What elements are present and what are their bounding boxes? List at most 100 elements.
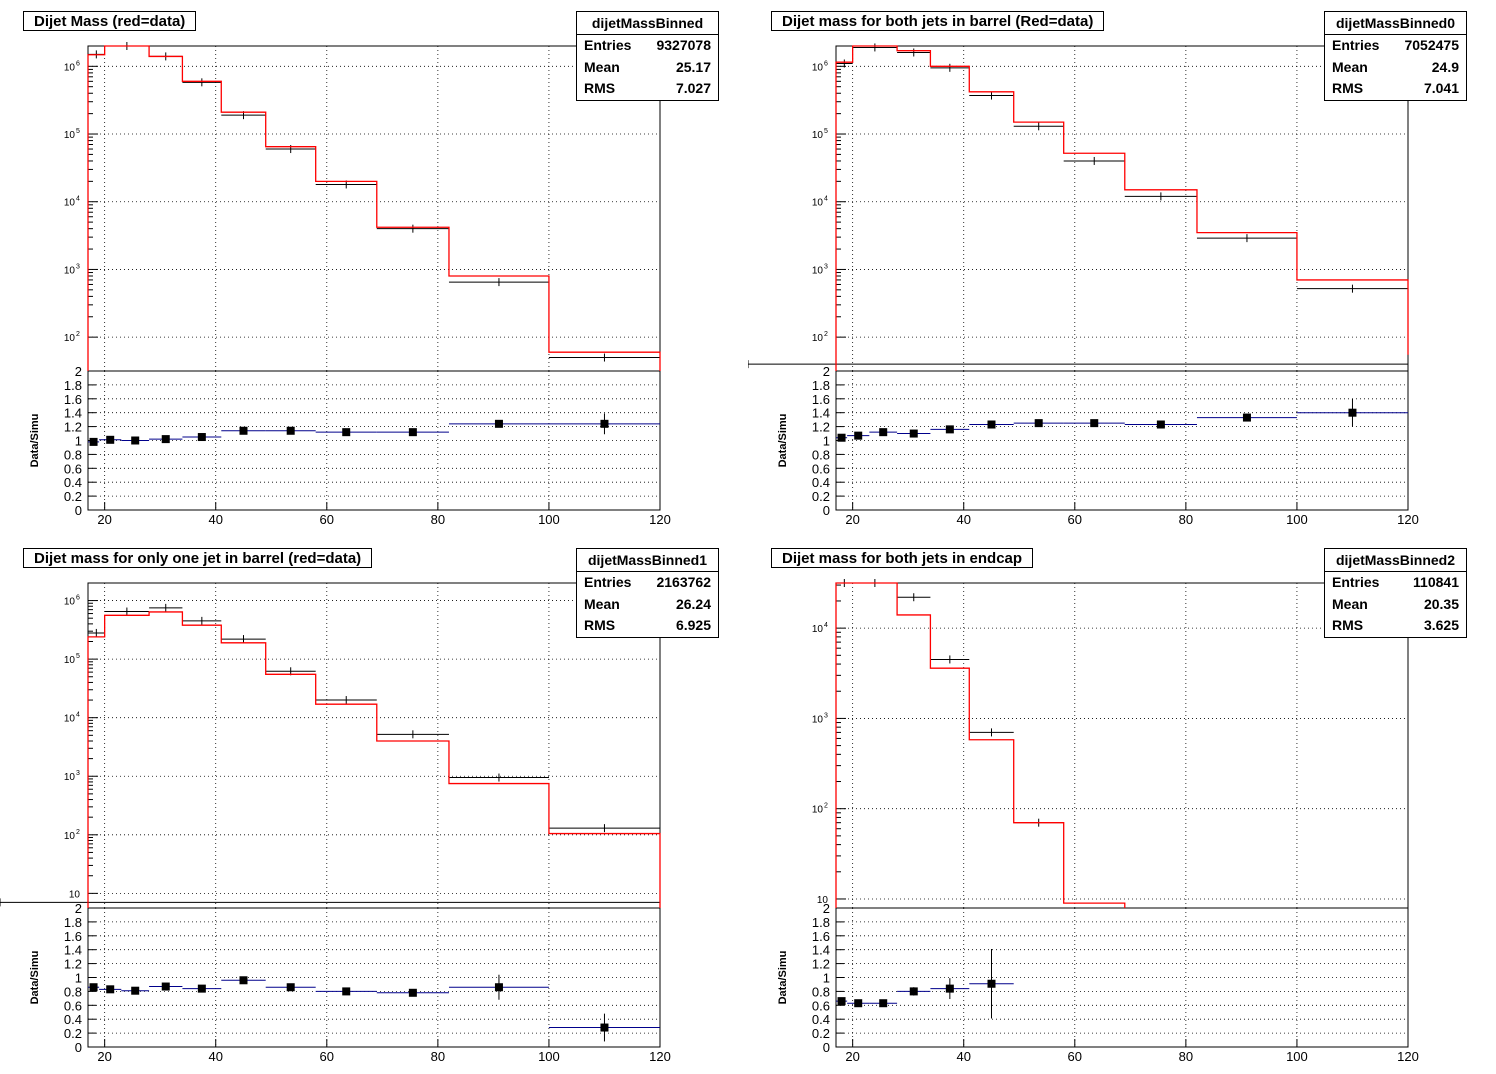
ratio-y-tick-label: 2 (75, 901, 82, 916)
stats-name: dijetMassBinned2 (1325, 549, 1466, 572)
stats-mean-label: Mean (1332, 595, 1368, 612)
ratio-plot-frame (87, 370, 661, 511)
ratio-y-tick-label: 1.6 (64, 929, 82, 944)
main-y-tick-label: 10 (812, 714, 824, 725)
main-y-tick-exponent: 2 (76, 331, 80, 338)
stats-entries-value: 7052475 (1404, 37, 1459, 53)
ratio-point (854, 431, 863, 440)
ratio-y-tick-label: 1.6 (812, 929, 830, 944)
stats-mean-row: Mean 24.9 (1325, 57, 1466, 79)
ratio-y-tick-label: 1.2 (64, 420, 82, 435)
ratio-point (1034, 419, 1043, 428)
ratio-y-tick-label: 1 (75, 971, 82, 986)
chart-title: Dijet mass for only one jet in barrel (r… (23, 548, 373, 568)
data-histogram-line (835, 582, 1126, 908)
ratio-y-tick-label: 0.4 (64, 1012, 82, 1027)
ratio-y-tick-label: 0.4 (812, 475, 830, 490)
x-tick-label: 20 (845, 512, 859, 527)
main-y-tick-label: 10 (64, 62, 76, 73)
ratio-point (131, 986, 140, 995)
x-tick-label: 40 (956, 1049, 970, 1064)
ratio-point (494, 419, 503, 428)
stats-rms-label: RMS (1332, 80, 1364, 96)
ratio-y-tick-label: 0.6 (812, 998, 830, 1013)
x-tick-label: 40 (208, 512, 222, 527)
data-histogram-line (87, 45, 661, 371)
stats-entries-label: Entries (1332, 37, 1380, 53)
stats-entries-value: 9327078 (656, 37, 711, 53)
stats-name: dijetMassBinned (577, 12, 718, 35)
stats-name: dijetMassBinned0 (1325, 12, 1466, 35)
ratio-point (945, 425, 954, 434)
ratio-y-tick-label: 0.8 (64, 984, 82, 999)
stats-rms-row: RMS 7.027 (577, 78, 718, 100)
ratio-point (106, 435, 115, 444)
main-y-tick-exponent: 3 (76, 263, 80, 270)
ratio-y-tick-label: 1.6 (64, 392, 82, 407)
stats-box: dijetMassBinned Entries 9327078 Mean 25.17… (576, 11, 719, 101)
main-y-tick-exponent: 2 (824, 803, 828, 810)
main-y-tick-exponent: 5 (824, 128, 828, 135)
stats-rms-value: 7.027 (675, 80, 711, 96)
main-y-tick-label: 10 (69, 889, 81, 900)
ratio-point (197, 433, 206, 442)
stats-rms-label: RMS (584, 80, 616, 96)
ratio-point (106, 985, 115, 994)
ratio-y-tick-label: 2 (823, 901, 830, 916)
ratio-point (987, 979, 996, 988)
chart-panel-2: 20 40 60 80 100 120 10 10 2 10 3 10 4 10 5 10 6 0 0.2 0.4 0.… (0, 537, 748, 1074)
ratio-y-tick-label: 1.2 (64, 957, 82, 972)
ratio-y-tick-label: 0.6 (64, 461, 82, 476)
ratio-point (161, 435, 170, 444)
ratio-y-tick-label: 0.4 (64, 475, 82, 490)
chart-panel-1: 20 40 60 80 100 120 10 2 10 3 10 4 10 5 10 6 0 0.2 0.4 0.6 0… (748, 0, 1496, 537)
stats-box: dijetMassBinned2 Entries 110841 Mean 20.35… (1324, 548, 1467, 638)
ratio-point (494, 983, 503, 992)
stats-entries-value: 110841 (1413, 574, 1459, 590)
x-tick-label: 20 (845, 1049, 859, 1064)
main-plot-frame (835, 582, 1409, 909)
ratio-y-tick-label: 0.2 (812, 489, 830, 504)
x-tick-label: 80 (431, 512, 445, 527)
ratio-point (286, 426, 295, 435)
x-tick-label: 60 (320, 1049, 334, 1064)
main-y-tick-exponent: 3 (76, 770, 80, 777)
x-tick-label: 20 (97, 1049, 111, 1064)
x-tick-label: 20 (97, 512, 111, 527)
ratio-y-tick-label: 1.4 (812, 943, 830, 958)
stats-mean-row: Mean 20.35 (1325, 594, 1466, 616)
ratio-y-tick-label: 1.8 (64, 915, 82, 930)
x-tick-label: 80 (1179, 512, 1193, 527)
main-y-tick-label: 10 (64, 265, 76, 276)
ratio-y-tick-label: 2 (823, 364, 830, 379)
x-tick-label: 40 (208, 1049, 222, 1064)
main-plot-frame (835, 45, 1409, 372)
stats-mean-value: 25.17 (675, 58, 711, 75)
main-plot-frame (87, 45, 661, 372)
chart-panel-3: 20 40 60 80 100 120 10 10 2 10 3 10 4 0 0.2 0.4 0.6 0.8 1 1… (748, 537, 1496, 1074)
main-y-tick-exponent: 4 (76, 712, 80, 719)
main-y-tick-exponent: 5 (76, 128, 80, 135)
ratio-point (879, 428, 888, 437)
ratio-y-tick-label: 1.8 (64, 378, 82, 393)
main-y-tick-label: 10 (64, 333, 76, 344)
chart-title: Dijet mass for both jets in endcap (771, 548, 1034, 568)
main-y-tick-label: 10 (812, 624, 824, 635)
stats-mean-row: Mean 26.24 (577, 594, 718, 616)
stats-rms-row: RMS 6.925 (577, 615, 718, 637)
main-y-tick-exponent: 6 (76, 595, 80, 602)
x-tick-label: 80 (1179, 1049, 1193, 1064)
ratio-y-tick-label: 0.8 (812, 447, 830, 462)
stats-rms-value: 3.625 (1423, 617, 1459, 633)
stats-box: dijetMassBinned0 Entries 7052475 Mean 24.9… (1324, 11, 1467, 101)
x-tick-label: 120 (649, 512, 671, 527)
ratio-y-axis-label: Data/Simu (29, 414, 41, 468)
stats-entries-row: Entries 7052475 (1325, 35, 1466, 57)
ratio-y-tick-label: 0.6 (812, 461, 830, 476)
ratio-y-tick-label: 1 (823, 971, 830, 986)
x-tick-label: 100 (1286, 512, 1308, 527)
ratio-point (879, 999, 888, 1008)
ratio-y-tick-label: 1.4 (812, 406, 830, 421)
